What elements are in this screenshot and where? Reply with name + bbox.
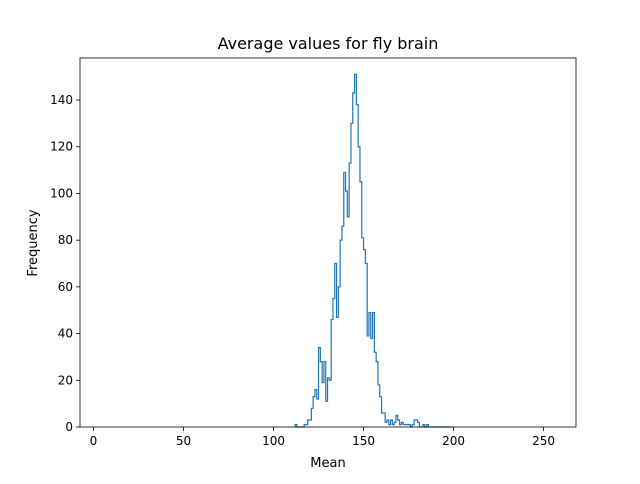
histogram-bin	[382, 413, 384, 427]
histogram-bin	[398, 420, 400, 427]
histogram-bin	[387, 420, 389, 427]
y-tick-label: 140	[50, 93, 73, 107]
histogram-bin	[342, 226, 344, 427]
histogram-bin	[331, 320, 333, 427]
histogram-bin	[374, 352, 376, 427]
histogram-bin	[346, 191, 348, 427]
histogram-bin	[371, 338, 373, 427]
axes-frame	[79, 57, 577, 428]
histogram-bin	[380, 397, 382, 427]
histogram-bin	[313, 397, 315, 427]
y-tick-label: 40	[58, 327, 73, 341]
histogram-bin	[416, 420, 418, 427]
histogram-bin	[322, 383, 324, 427]
x-tick-label: 50	[176, 434, 191, 448]
histogram-bin	[337, 317, 339, 427]
histogram-bin	[365, 264, 367, 427]
histogram-bin	[418, 422, 420, 427]
histogram-bin	[385, 422, 387, 427]
histogram-bin	[383, 413, 385, 427]
chart-title: Average values for fly brain	[218, 34, 439, 53]
histogram-bin	[319, 348, 321, 427]
histogram-bin	[328, 378, 330, 427]
histogram-bin	[344, 172, 346, 427]
histogram-bin	[414, 420, 416, 427]
histogram-bin	[358, 147, 360, 427]
histogram-bin	[394, 422, 396, 427]
x-tick-label: 0	[90, 434, 98, 448]
plot-area	[294, 73, 452, 428]
histogram-bin	[320, 362, 322, 427]
histogram-bin	[351, 123, 353, 427]
histogram-bin	[315, 390, 317, 427]
histogram-bin	[367, 336, 369, 427]
histogram-bin	[378, 385, 380, 427]
histogram-bin	[369, 313, 371, 427]
histogram-series	[294, 73, 452, 428]
y-tick-label: 80	[58, 233, 73, 247]
y-tick-label: 20	[58, 373, 73, 387]
histogram-bin	[364, 250, 366, 427]
histogram-bin	[311, 408, 313, 427]
histogram-bin	[310, 420, 312, 427]
x-tick-label: 100	[262, 434, 285, 448]
histogram-bin	[391, 420, 393, 427]
histogram-bin	[356, 105, 358, 427]
histogram-bin	[338, 287, 340, 427]
histogram-bin	[347, 217, 349, 427]
histogram-bin	[317, 399, 319, 427]
x-tick-label: 150	[352, 434, 375, 448]
y-tick-label: 120	[50, 140, 73, 154]
x-tick-label: 250	[532, 434, 555, 448]
histogram-bin	[329, 380, 331, 427]
y-tick-label: 100	[50, 186, 73, 200]
histogram-bin	[396, 415, 398, 427]
histogram-bin	[308, 420, 310, 427]
histogram-bin	[401, 422, 403, 427]
histogram-bin	[333, 299, 335, 427]
histogram-bin	[376, 362, 378, 427]
x-axis-label: Mean	[310, 456, 345, 471]
histogram-bin	[355, 74, 357, 427]
histogram-bin	[326, 401, 328, 427]
y-tick-label: 0	[65, 420, 73, 434]
histogram-bin	[335, 264, 337, 427]
histogram-bin	[340, 240, 342, 427]
axes: 0 50 100 150 200 250 0 20 40 60 80 100 120 140	[50, 57, 577, 448]
histogram-bin	[373, 313, 375, 427]
y-axis-label: Frequency	[26, 209, 41, 276]
histogram-bin	[349, 163, 351, 427]
histogram-bin	[324, 362, 326, 427]
histogram-bin	[353, 93, 355, 427]
histogram-bin	[360, 182, 362, 427]
x-tick-label: 200	[442, 434, 465, 448]
histogram-bin	[362, 238, 364, 427]
y-tick-label: 60	[58, 280, 73, 294]
